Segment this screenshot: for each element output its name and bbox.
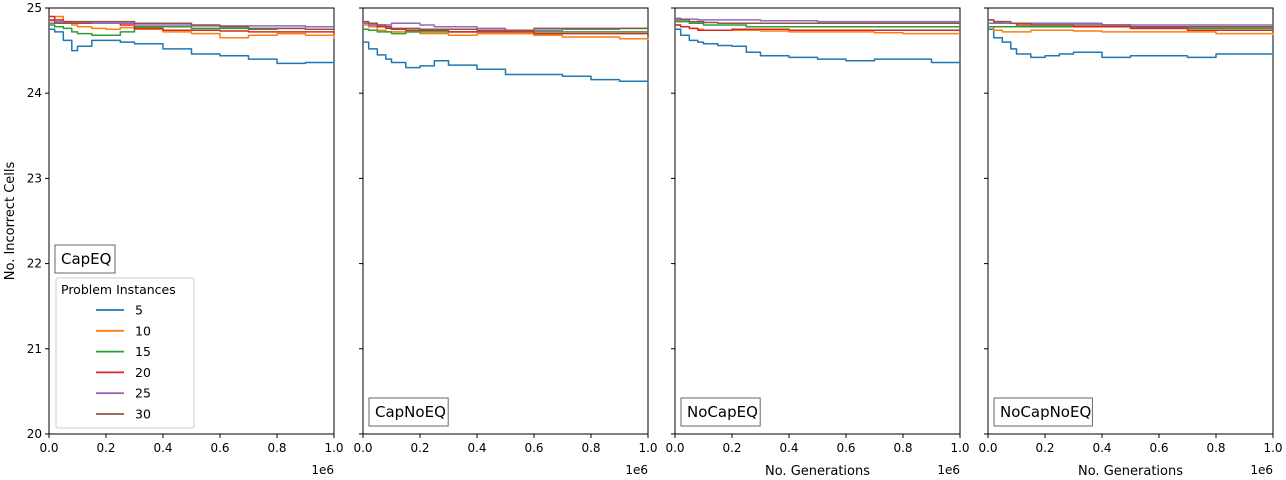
x-tick-label: 0.6 (524, 441, 543, 455)
series-line-25 (988, 22, 1273, 26)
y-tick-label: 21 (27, 342, 42, 356)
x-offset-label: 1e6 (1250, 463, 1273, 477)
legend-title: Problem Instances (61, 282, 176, 297)
x-tick-label: 0.0 (39, 441, 58, 455)
y-tick-label: 23 (27, 171, 42, 185)
legend-label-20: 20 (135, 365, 151, 380)
x-tick-label: 0.4 (779, 441, 798, 455)
x-tick-label: 0.4 (467, 441, 486, 455)
series-line-30 (988, 19, 1273, 28)
chart-panel-4: 0.0 0.2 0.4 0.6 0.8 1.0 1e6 No. Generations NoCa… (978, 7, 1283, 479)
x-tick-label: 0.0 (353, 441, 372, 455)
x-tick-label: 0.4 (1092, 441, 1111, 455)
panel-title: NoCapNoEQ (1000, 403, 1091, 421)
series-line-15 (363, 28, 648, 35)
panels: 0.0 0.2 0.4 0.6 0.8 1.0 1e6 20 21 22 23 24 25 CapEQ Pr… (27, 1, 1283, 479)
series-line-5 (363, 41, 649, 85)
y-tick-label: 22 (27, 257, 42, 271)
y-tick-label: 24 (27, 86, 42, 100)
axes-frame (674, 7, 961, 435)
series-line-5 (988, 28, 1274, 59)
legend-label-25: 25 (135, 386, 151, 401)
series-line-20 (675, 24, 960, 31)
x-tick-label: 0.2 (1035, 441, 1054, 455)
x-tick-label: 1.0 (1263, 441, 1282, 455)
legend-box (55, 277, 195, 429)
x-tick-label: 0.6 (1149, 441, 1168, 455)
x-tick-label: 0.8 (893, 441, 912, 455)
x-tick-label: 0.0 (978, 441, 997, 455)
figure-y-axis-label: No. Incorrect Cells (3, 162, 18, 281)
series-line-25 (675, 17, 960, 23)
panel-title-box (54, 244, 116, 274)
chart-panel-1: 0.0 0.2 0.4 0.6 0.8 1.0 1e6 20 21 22 23 24 25 CapEQ Pr… (27, 1, 344, 477)
x-tick-label: 0.8 (267, 441, 286, 455)
x-tick-label: 1.0 (950, 441, 969, 455)
series-line-5 (675, 28, 961, 64)
x-offset-label: 1e6 (311, 463, 334, 477)
panel-title: NoCapEQ (687, 403, 758, 421)
panel-title-box (368, 397, 449, 427)
x-tick-label: 0.8 (581, 441, 600, 455)
series-line-10 (988, 25, 1274, 36)
series-line-30 (363, 20, 648, 31)
legend-label-30: 30 (135, 407, 151, 422)
y-tick-label: 20 (27, 427, 42, 441)
x-tick-label: 1.0 (638, 441, 657, 455)
panel-title-box (993, 397, 1093, 427)
series-line-5 (49, 28, 335, 66)
panel-title: CapNoEQ (375, 403, 446, 421)
series-line-20 (363, 22, 648, 35)
legend-label-10: 10 (135, 323, 151, 338)
series-line-10 (363, 24, 649, 41)
chart-panel-2: 0.0 0.2 0.4 0.6 0.8 1.0 1e6 CapNoEQ (353, 7, 658, 477)
series-line-30 (675, 19, 960, 25)
x-tick-label: 0.2 (410, 441, 429, 455)
x-tick-label: 0.4 (153, 441, 172, 455)
chart-panel-3: 0.0 0.2 0.4 0.6 0.8 1.0 1e6 No. Generations NoCa… (665, 7, 970, 479)
legend: Problem Instances 5 10 15 20 25 30 (55, 277, 195, 429)
axes-frame (987, 7, 1274, 435)
x-tick-label: 1.0 (324, 441, 343, 455)
x-tick-label: 0.6 (836, 441, 855, 455)
x-tick-label: 0.8 (1206, 441, 1225, 455)
panel-title: CapEQ (61, 250, 111, 268)
legend-label-15: 15 (135, 344, 151, 359)
series-line-30 (49, 19, 335, 31)
x-offset-label: 1e6 (625, 463, 648, 477)
x-offset-label: 1e6 (937, 463, 960, 477)
x-axis-label: No. Generations (765, 464, 870, 479)
x-tick-label: 0.2 (96, 441, 115, 455)
series-line-15 (675, 20, 960, 28)
x-tick-label: 0.0 (665, 441, 684, 455)
y-tick-label: 25 (27, 1, 42, 15)
x-tick-label: 0.2 (722, 441, 741, 455)
x-axis-label: No. Generations (1078, 464, 1183, 479)
panel-title-box (680, 397, 761, 427)
legend-label-5: 5 (135, 303, 143, 318)
x-tick-label: 0.6 (210, 441, 229, 455)
